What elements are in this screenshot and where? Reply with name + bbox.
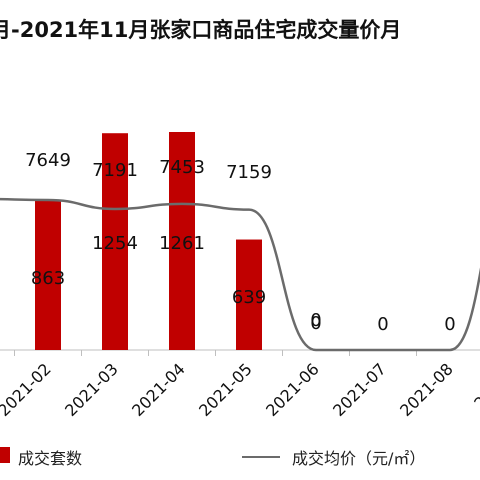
- price-line: [0, 197, 480, 352]
- x-tick-label: 2021-03: [61, 359, 122, 420]
- bar-data-label: 639: [232, 287, 266, 308]
- x-tick-label: 2021-06: [262, 359, 323, 420]
- bar-2021-02: [35, 200, 61, 350]
- x-tick-label: 2021-0: [470, 359, 480, 413]
- legend-line-swatch: [242, 456, 280, 458]
- line-data-label: 7159: [226, 162, 272, 183]
- bar-2021-03: [102, 133, 128, 350]
- legend-line-label: 成交均价（元/㎡）: [292, 449, 426, 468]
- chart-title: 月-2021年11月张家口商品住宅成交量价月: [0, 18, 402, 42]
- line-data-label: 7453: [159, 157, 205, 178]
- bar-2021-04: [169, 132, 195, 350]
- bar-data-label: 1254: [92, 233, 138, 254]
- line-data-label: 0: [310, 310, 321, 331]
- x-tick-label: 2021-07: [329, 359, 390, 420]
- x-tick-label: 2021-02: [0, 359, 55, 420]
- line-data-label: 0: [377, 314, 388, 335]
- x-tick-label: 2021-08: [396, 359, 457, 420]
- bar-data-label: 1261: [159, 233, 205, 254]
- bar-2021-05: [236, 239, 262, 350]
- legend-bar-label: 成交套数: [18, 449, 83, 468]
- line-data-label: 7191: [92, 160, 138, 181]
- bar-data-label: 0: [310, 313, 321, 334]
- line-data-label: 0: [444, 314, 455, 335]
- bar-data-label: 863: [31, 268, 65, 289]
- legend-bar-swatch: [0, 447, 10, 463]
- line-data-label: 7649: [25, 150, 71, 171]
- x-tick-label: 2021-05: [195, 359, 256, 420]
- x-tick-label: 2021-04: [128, 359, 189, 420]
